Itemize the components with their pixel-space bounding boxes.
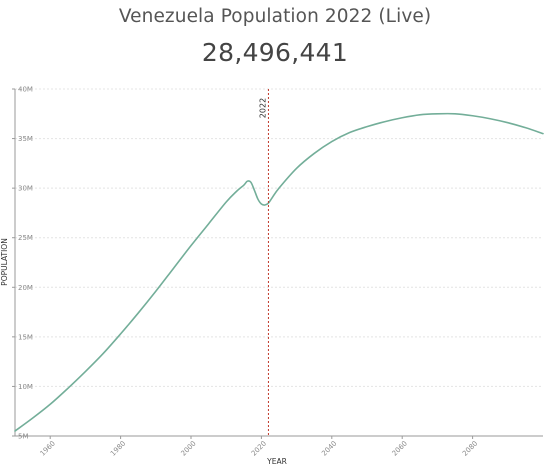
x-tick-label: 2020: [250, 439, 268, 457]
y-tick-label: 20M: [18, 284, 33, 292]
y-tick-label: 25M: [18, 234, 33, 242]
x-axis-ticks: 1960 1980 2000 2020 2040 2060 2080: [39, 436, 479, 458]
y-tick-label: 30M: [18, 185, 33, 193]
x-tick-label: 1960: [39, 439, 57, 457]
axes: [14, 89, 543, 437]
x-axis-title: YEAR: [266, 457, 287, 466]
x-tick-label: 1980: [109, 439, 127, 457]
x-tick-label: 2060: [391, 439, 409, 457]
population-series-line: [14, 112, 544, 432]
live-population-counter: 28,496,441: [201, 38, 349, 67]
x-tick-label: 2040: [320, 439, 338, 457]
y-axis-title: POPULATION: [0, 238, 9, 286]
y-tick-label: 10M: [18, 383, 33, 391]
current-year-marker-label: 2022: [258, 98, 267, 118]
grid-lines: [15, 88, 543, 387]
y-tick-label: 35M: [18, 135, 33, 143]
y-tick-label: 15M: [18, 333, 33, 341]
y-axis-ticks: 5M 10M 15M 20M 25M 30M 35M 40M: [12, 86, 33, 441]
page-title: Venezuela Population 2022 (Live): [118, 6, 432, 27]
x-tick-label: 2080: [461, 439, 479, 457]
y-tick-label: 40M: [18, 86, 33, 94]
x-tick-label: 2000: [179, 439, 197, 457]
y-tick-label: 5M: [18, 433, 29, 441]
